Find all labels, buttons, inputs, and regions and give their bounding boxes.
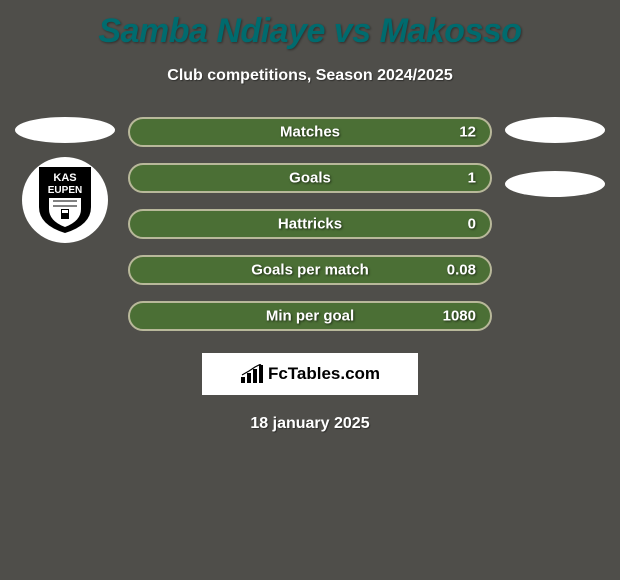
comparison-title: Samba Ndiaye vs Makosso	[0, 0, 620, 51]
stat-row: Goals per match 0.08	[128, 255, 492, 285]
stat-value: 1	[468, 170, 476, 187]
stat-value: 1080	[443, 308, 476, 325]
date-text: 18 january 2025	[0, 415, 620, 433]
stat-label: Matches	[280, 124, 340, 141]
stat-value: 0	[468, 216, 476, 233]
left-ellipse-placeholder	[15, 117, 115, 143]
stat-value: 12	[459, 124, 476, 141]
badge-text-top: KAS	[53, 172, 76, 184]
stat-label: Min per goal	[266, 308, 354, 325]
eupen-shield-icon: KAS EUPEN	[35, 165, 95, 235]
badge-text-bottom: EUPEN	[48, 185, 82, 196]
left-club-badge: KAS EUPEN	[22, 157, 108, 243]
footer-brand-text: FcTables.com	[268, 364, 380, 384]
stats-column: Matches 12 Goals 1 Hattricks 0 Goals per…	[120, 117, 500, 331]
stat-row: Matches 12	[128, 117, 492, 147]
stat-label: Goals per match	[251, 262, 369, 279]
stat-label: Goals	[289, 170, 331, 187]
stat-row: Hattricks 0	[128, 209, 492, 239]
stat-row: Min per goal 1080	[128, 301, 492, 331]
stat-value: 0.08	[447, 262, 476, 279]
right-ellipse-placeholder-1	[505, 117, 605, 143]
content-area: KAS EUPEN Matches 12 Goals 1 Hattricks 0	[0, 117, 620, 331]
footer-brand-box: FcTables.com	[202, 353, 418, 395]
season-subtitle: Club competitions, Season 2024/2025	[0, 67, 620, 85]
right-ellipse-placeholder-2	[505, 171, 605, 197]
stat-label: Hattricks	[278, 216, 342, 233]
stat-row: Goals 1	[128, 163, 492, 193]
left-column: KAS EUPEN	[10, 117, 120, 331]
bar-chart-icon	[240, 364, 264, 384]
right-column	[500, 117, 610, 331]
